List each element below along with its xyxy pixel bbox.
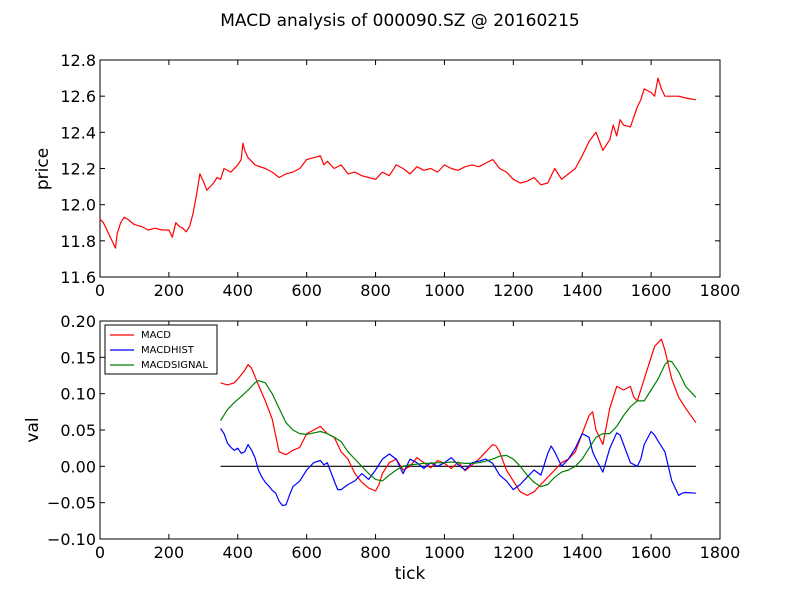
price-series-line bbox=[99, 77, 697, 249]
macd-xlabel: tick bbox=[395, 564, 426, 584]
price-xtick-label: 1400 bbox=[562, 281, 603, 300]
price-ytick-label: 12.4 bbox=[60, 123, 96, 142]
macd-xtick-label: 1600 bbox=[631, 543, 672, 562]
price-panel: 0 200 400 600 800 1000 1200 1400 1600 1800 11.6 11.… bbox=[33, 51, 740, 300]
price-ytick-label: 12.0 bbox=[60, 196, 96, 215]
macd-ytick-label: 0.20 bbox=[60, 312, 96, 331]
macdsignal-series-line bbox=[220, 360, 697, 488]
legend-label-macd: MACD bbox=[141, 330, 171, 341]
price-xtick-label: 800 bbox=[360, 281, 391, 300]
price-xtick-label: 1600 bbox=[631, 281, 672, 300]
price-ytick-label: 12.8 bbox=[60, 51, 96, 70]
macd-xtick-label: 1000 bbox=[424, 543, 465, 562]
macd-axis-ticks: 0 200 400 600 800 1000 1200 1400 1600 1800 −0.10 −0… bbox=[47, 312, 740, 562]
price-xtick-label: 1000 bbox=[424, 281, 465, 300]
macd-xtick-label: 600 bbox=[291, 543, 322, 562]
price-ylabel: price bbox=[33, 148, 53, 190]
price-axis-ticks: 0 200 400 600 800 1000 1200 1400 1600 1800 11.6 11.… bbox=[60, 51, 740, 300]
macd-xtick-label: 1200 bbox=[493, 543, 534, 562]
price-xtick-label: 400 bbox=[223, 281, 254, 300]
legend-label-macdsignal: MACDSIGNAL bbox=[141, 360, 208, 371]
price-xtick-label: 1800 bbox=[700, 281, 741, 300]
macd-ylabel: val bbox=[23, 417, 43, 442]
macd-ytick-label: 0.15 bbox=[60, 348, 96, 367]
price-xtick-label: 600 bbox=[291, 281, 322, 300]
macd-ytick-label: −0.10 bbox=[47, 530, 96, 549]
macd-series-lines bbox=[220, 338, 697, 507]
legend-label-macdhist: MACDHIST bbox=[141, 345, 195, 356]
price-ytick-label: 11.6 bbox=[60, 268, 96, 287]
macd-xtick-label: 200 bbox=[154, 543, 185, 562]
macd-xtick-label: 1400 bbox=[562, 543, 603, 562]
macd-ytick-label: 0.00 bbox=[60, 457, 96, 476]
macd-ytick-label: 0.05 bbox=[60, 421, 96, 440]
macd-series-line bbox=[220, 338, 697, 496]
macd-panel: 0 200 400 600 800 1000 1200 1400 1600 1800 −0.10 −0… bbox=[23, 312, 740, 584]
macd-xtick-label: 400 bbox=[223, 543, 254, 562]
price-xtick-label: 200 bbox=[154, 281, 185, 300]
chart-title: MACD analysis of 000090.SZ @ 20160215 bbox=[220, 11, 579, 31]
macd-xtick-label: 1800 bbox=[700, 543, 741, 562]
price-xtick-label: 0 bbox=[95, 281, 105, 300]
macd-ytick-label: −0.05 bbox=[47, 494, 96, 513]
price-xtick-label: 1200 bbox=[493, 281, 534, 300]
price-series-lines bbox=[99, 77, 697, 249]
price-ytick-label: 12.6 bbox=[60, 87, 96, 106]
price-plot-area bbox=[99, 59, 721, 278]
macd-xtick-label: 800 bbox=[360, 543, 391, 562]
legend: MACD MACDHIST MACDSIGNAL bbox=[104, 324, 218, 375]
price-ytick-label: 12.2 bbox=[60, 160, 96, 179]
macd-xtick-label: 0 bbox=[95, 543, 105, 562]
price-ytick-label: 11.8 bbox=[60, 232, 96, 251]
macd-ytick-label: 0.10 bbox=[60, 385, 96, 404]
macdhist-series-line bbox=[220, 428, 696, 507]
